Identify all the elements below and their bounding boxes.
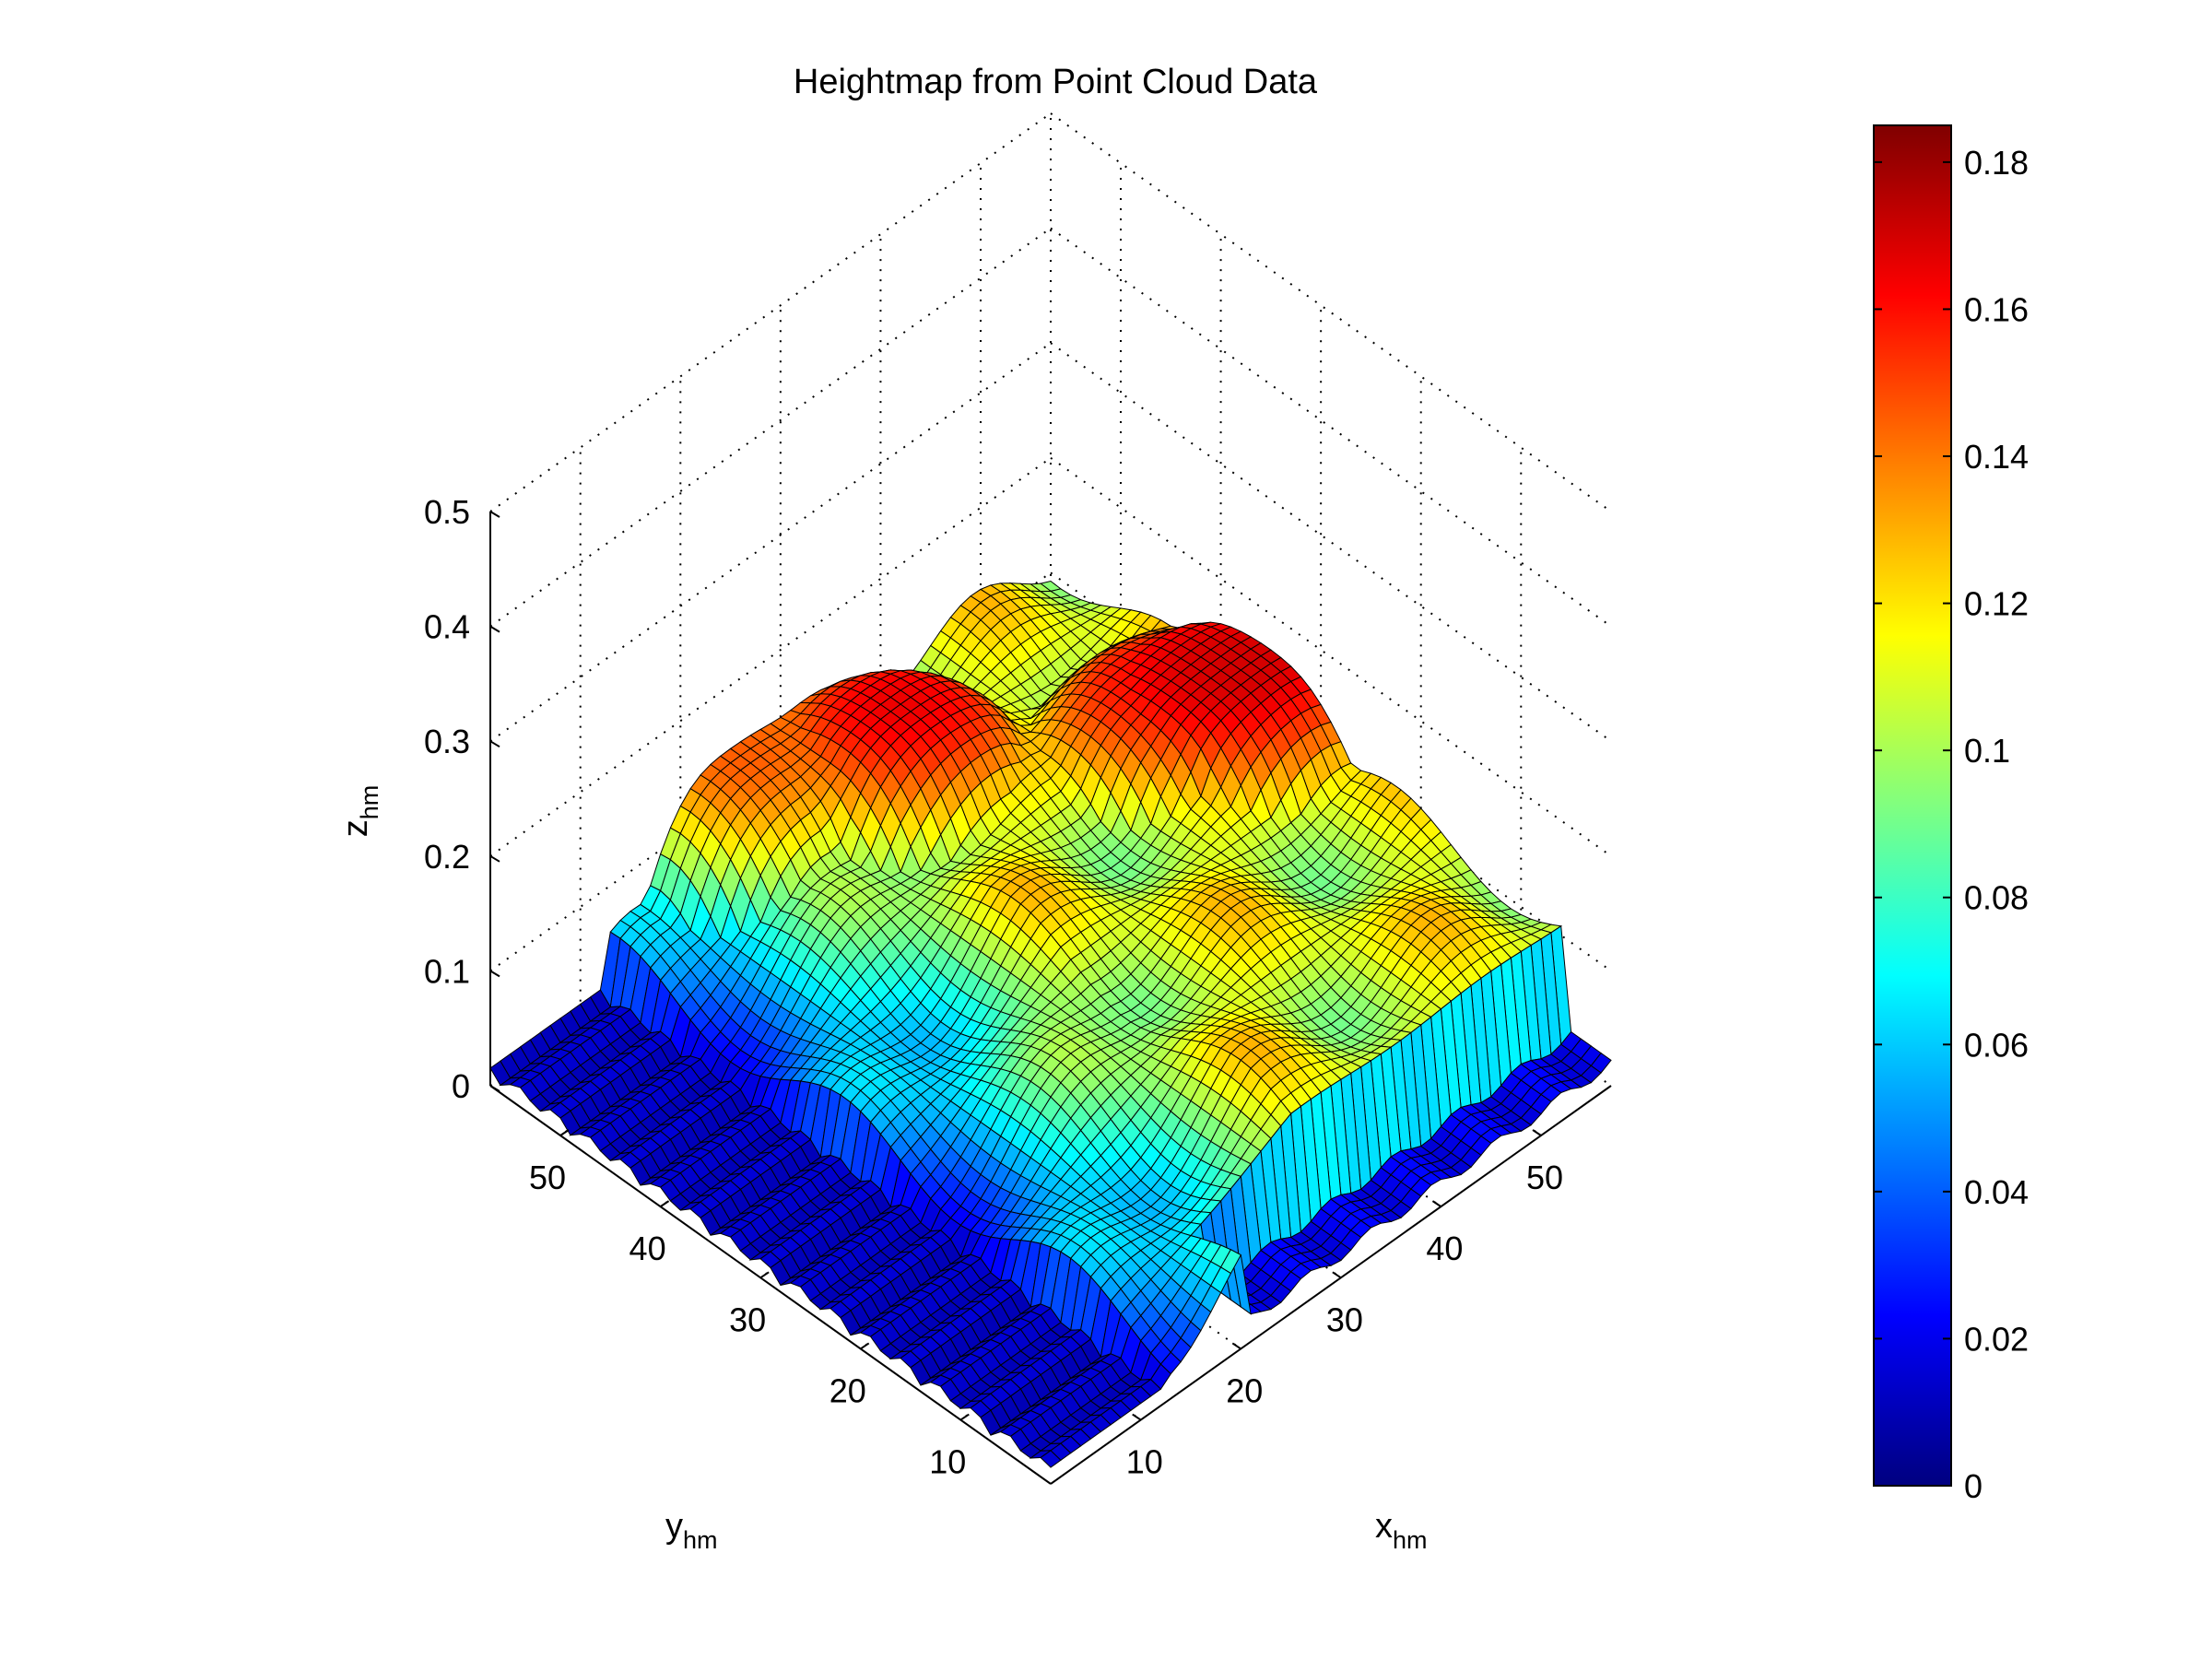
x-tick-mark — [1332, 1271, 1342, 1279]
x-axis-line — [1050, 1085, 1612, 1485]
surface-cell — [1040, 1450, 1062, 1468]
z-tick-mark — [489, 625, 500, 633]
z-tick-mark — [489, 740, 500, 748]
y-tick-mark — [860, 1342, 870, 1350]
z-tick-mark — [489, 970, 500, 978]
y-axis-label: yhm — [665, 1507, 718, 1554]
y-tick-mark — [959, 1413, 970, 1421]
x-tick-label: 30 — [1326, 1300, 1363, 1338]
z-tick-mark — [489, 511, 500, 518]
y-tick-mark — [660, 1200, 670, 1207]
colorbar-tick-label: 0.12 — [1964, 585, 2029, 623]
surface-plot — [489, 580, 1612, 1468]
z-tick-label: 0.3 — [424, 723, 470, 760]
colorbar: 0 0.02 0.04 0.06 0.08 0.1 0.12 0.14 0.16 0.18 — [1873, 124, 2029, 1505]
colorbar-ticks: 0 0.02 0.04 0.06 0.08 0.1 0.12 0.14 0.16 0.18 — [1874, 144, 2029, 1505]
colorbar-tick-label: 0.08 — [1964, 879, 2029, 917]
z-axis-label: zhm — [336, 785, 383, 838]
colorbar-tick-label: 0.18 — [1964, 144, 2029, 182]
colorbar-tick-label: 0 — [1964, 1467, 1983, 1505]
chart-title: Heightmap from Point Cloud Data — [794, 63, 1318, 101]
colorbar-tick-label: 0.14 — [1964, 438, 2029, 476]
x-tick-mark — [1231, 1342, 1241, 1350]
y-tick-mark — [559, 1129, 570, 1136]
y-tick-label: 10 — [929, 1443, 966, 1481]
gridline-z — [489, 112, 1052, 512]
z-tick-label: 0.1 — [424, 952, 470, 990]
x-tick-mark — [1132, 1413, 1142, 1421]
z-tick-label: 0.4 — [424, 608, 470, 646]
gridline-z — [1050, 227, 1612, 628]
y-axis-line — [489, 1085, 1052, 1485]
x-axis-label: xhm — [1375, 1507, 1428, 1554]
x-tick-mark — [1532, 1129, 1542, 1136]
axes-frame: 10 20 30 40 50 10 20 30 40 50 0 0.1 0.2 0.3 0.4 0.5 — [424, 493, 1612, 1485]
x-tick-mark — [1431, 1200, 1441, 1207]
z-tick-mark — [489, 854, 500, 863]
colorbar-tick-label: 0.1 — [1964, 732, 2010, 770]
x-tick-label: 50 — [1526, 1159, 1563, 1196]
colorbar-tick-label: 0.04 — [1964, 1173, 2029, 1211]
z-tick-mark — [489, 1085, 500, 1092]
x-tick-label: 20 — [1226, 1371, 1263, 1409]
z-tick-label: 0.2 — [424, 838, 470, 876]
y-tick-label: 30 — [729, 1300, 766, 1338]
gridline-z — [1050, 112, 1612, 512]
z-tick-label: 0 — [452, 1067, 470, 1105]
y-tick-mark — [759, 1271, 770, 1279]
x-tick-label: 10 — [1126, 1443, 1163, 1481]
y-tick-label: 50 — [529, 1159, 566, 1196]
gridline-z — [489, 227, 1052, 628]
colorbar-gradient — [1873, 124, 1952, 1487]
y-tick-label: 20 — [830, 1371, 866, 1409]
z-tick-label: 0.5 — [424, 493, 470, 531]
colorbar-tick-label: 0.16 — [1964, 290, 2029, 328]
x-tick-label: 40 — [1426, 1230, 1463, 1267]
y-tick-label: 40 — [629, 1230, 666, 1267]
colorbar-tick-label: 0.06 — [1964, 1026, 2029, 1064]
colorbar-tick-label: 0.02 — [1964, 1320, 2029, 1358]
